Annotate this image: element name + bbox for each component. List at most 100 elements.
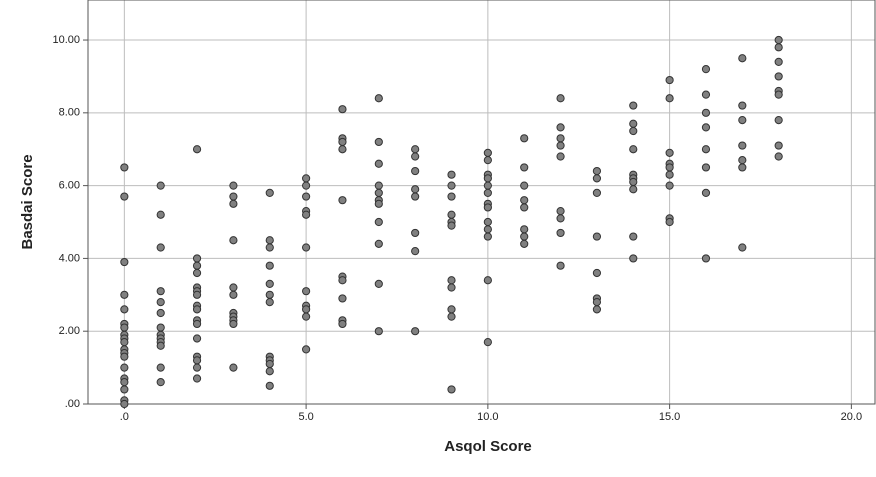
point [774,72,783,81]
point [592,305,602,314]
y-tick-label: 4.00 [59,252,80,264]
point [701,65,711,74]
point [556,261,565,270]
point [738,156,747,165]
point [738,243,747,252]
point [192,334,202,343]
point [265,236,274,245]
point [120,290,129,299]
point [192,290,202,299]
point [738,163,747,172]
point [156,323,165,332]
point [120,399,129,409]
point [556,206,565,216]
point [520,232,529,241]
point [701,90,711,99]
point [265,290,274,299]
point [520,134,529,143]
point [774,141,783,150]
point [629,185,638,194]
point [338,105,347,114]
point [483,181,492,190]
point [120,378,129,387]
point [629,101,638,110]
point [774,43,783,52]
point [556,214,565,223]
point [447,192,456,201]
point [592,232,602,241]
x-tick-label: .0 [120,411,129,423]
point [302,210,311,219]
point [520,203,529,212]
point [411,185,420,194]
point [229,181,238,190]
point [229,363,238,372]
point [120,257,129,267]
point [411,228,420,238]
x-tick-label: 20.0 [841,411,862,423]
x-tick-label: 5.0 [298,411,313,423]
point [483,156,492,165]
point [520,196,529,205]
point [738,141,747,150]
point [592,268,602,278]
point [556,152,565,161]
point [265,243,274,252]
point [156,341,165,350]
point [447,283,456,292]
point [738,116,747,125]
point [192,374,202,383]
point [192,268,202,278]
point [338,137,347,147]
point [338,196,347,205]
point [229,199,238,208]
point [665,181,674,190]
y-tick-label: 10.00 [52,34,80,46]
point [556,94,565,103]
point [229,319,238,329]
point [592,174,602,183]
point [629,232,638,241]
point [629,119,638,128]
point [447,312,456,321]
point [374,327,383,336]
point [265,261,274,270]
point [192,363,202,372]
point [302,287,311,296]
point [774,116,783,125]
point [192,356,202,365]
point [120,163,129,172]
point [338,145,347,154]
point [229,192,238,201]
point [629,177,638,187]
point [520,181,529,190]
point [701,108,711,117]
point [592,297,602,307]
point [665,94,674,103]
point [556,228,565,238]
point [120,385,129,394]
point [483,217,492,227]
point [483,225,492,234]
point [192,261,202,270]
point [120,352,129,361]
point [483,174,492,183]
point [192,305,202,314]
x-tick-label: 10.0 [477,411,498,423]
point [411,192,420,201]
point [265,359,274,369]
point [265,381,274,390]
point [629,145,638,154]
point [338,276,347,285]
point [374,181,383,190]
point [592,166,602,176]
y-tick-label: 6.00 [59,180,80,192]
point [374,199,383,208]
point [665,148,674,157]
point [265,188,274,198]
point [156,210,165,219]
point [120,192,129,201]
point [192,254,202,263]
point [774,57,783,66]
point [156,378,165,387]
